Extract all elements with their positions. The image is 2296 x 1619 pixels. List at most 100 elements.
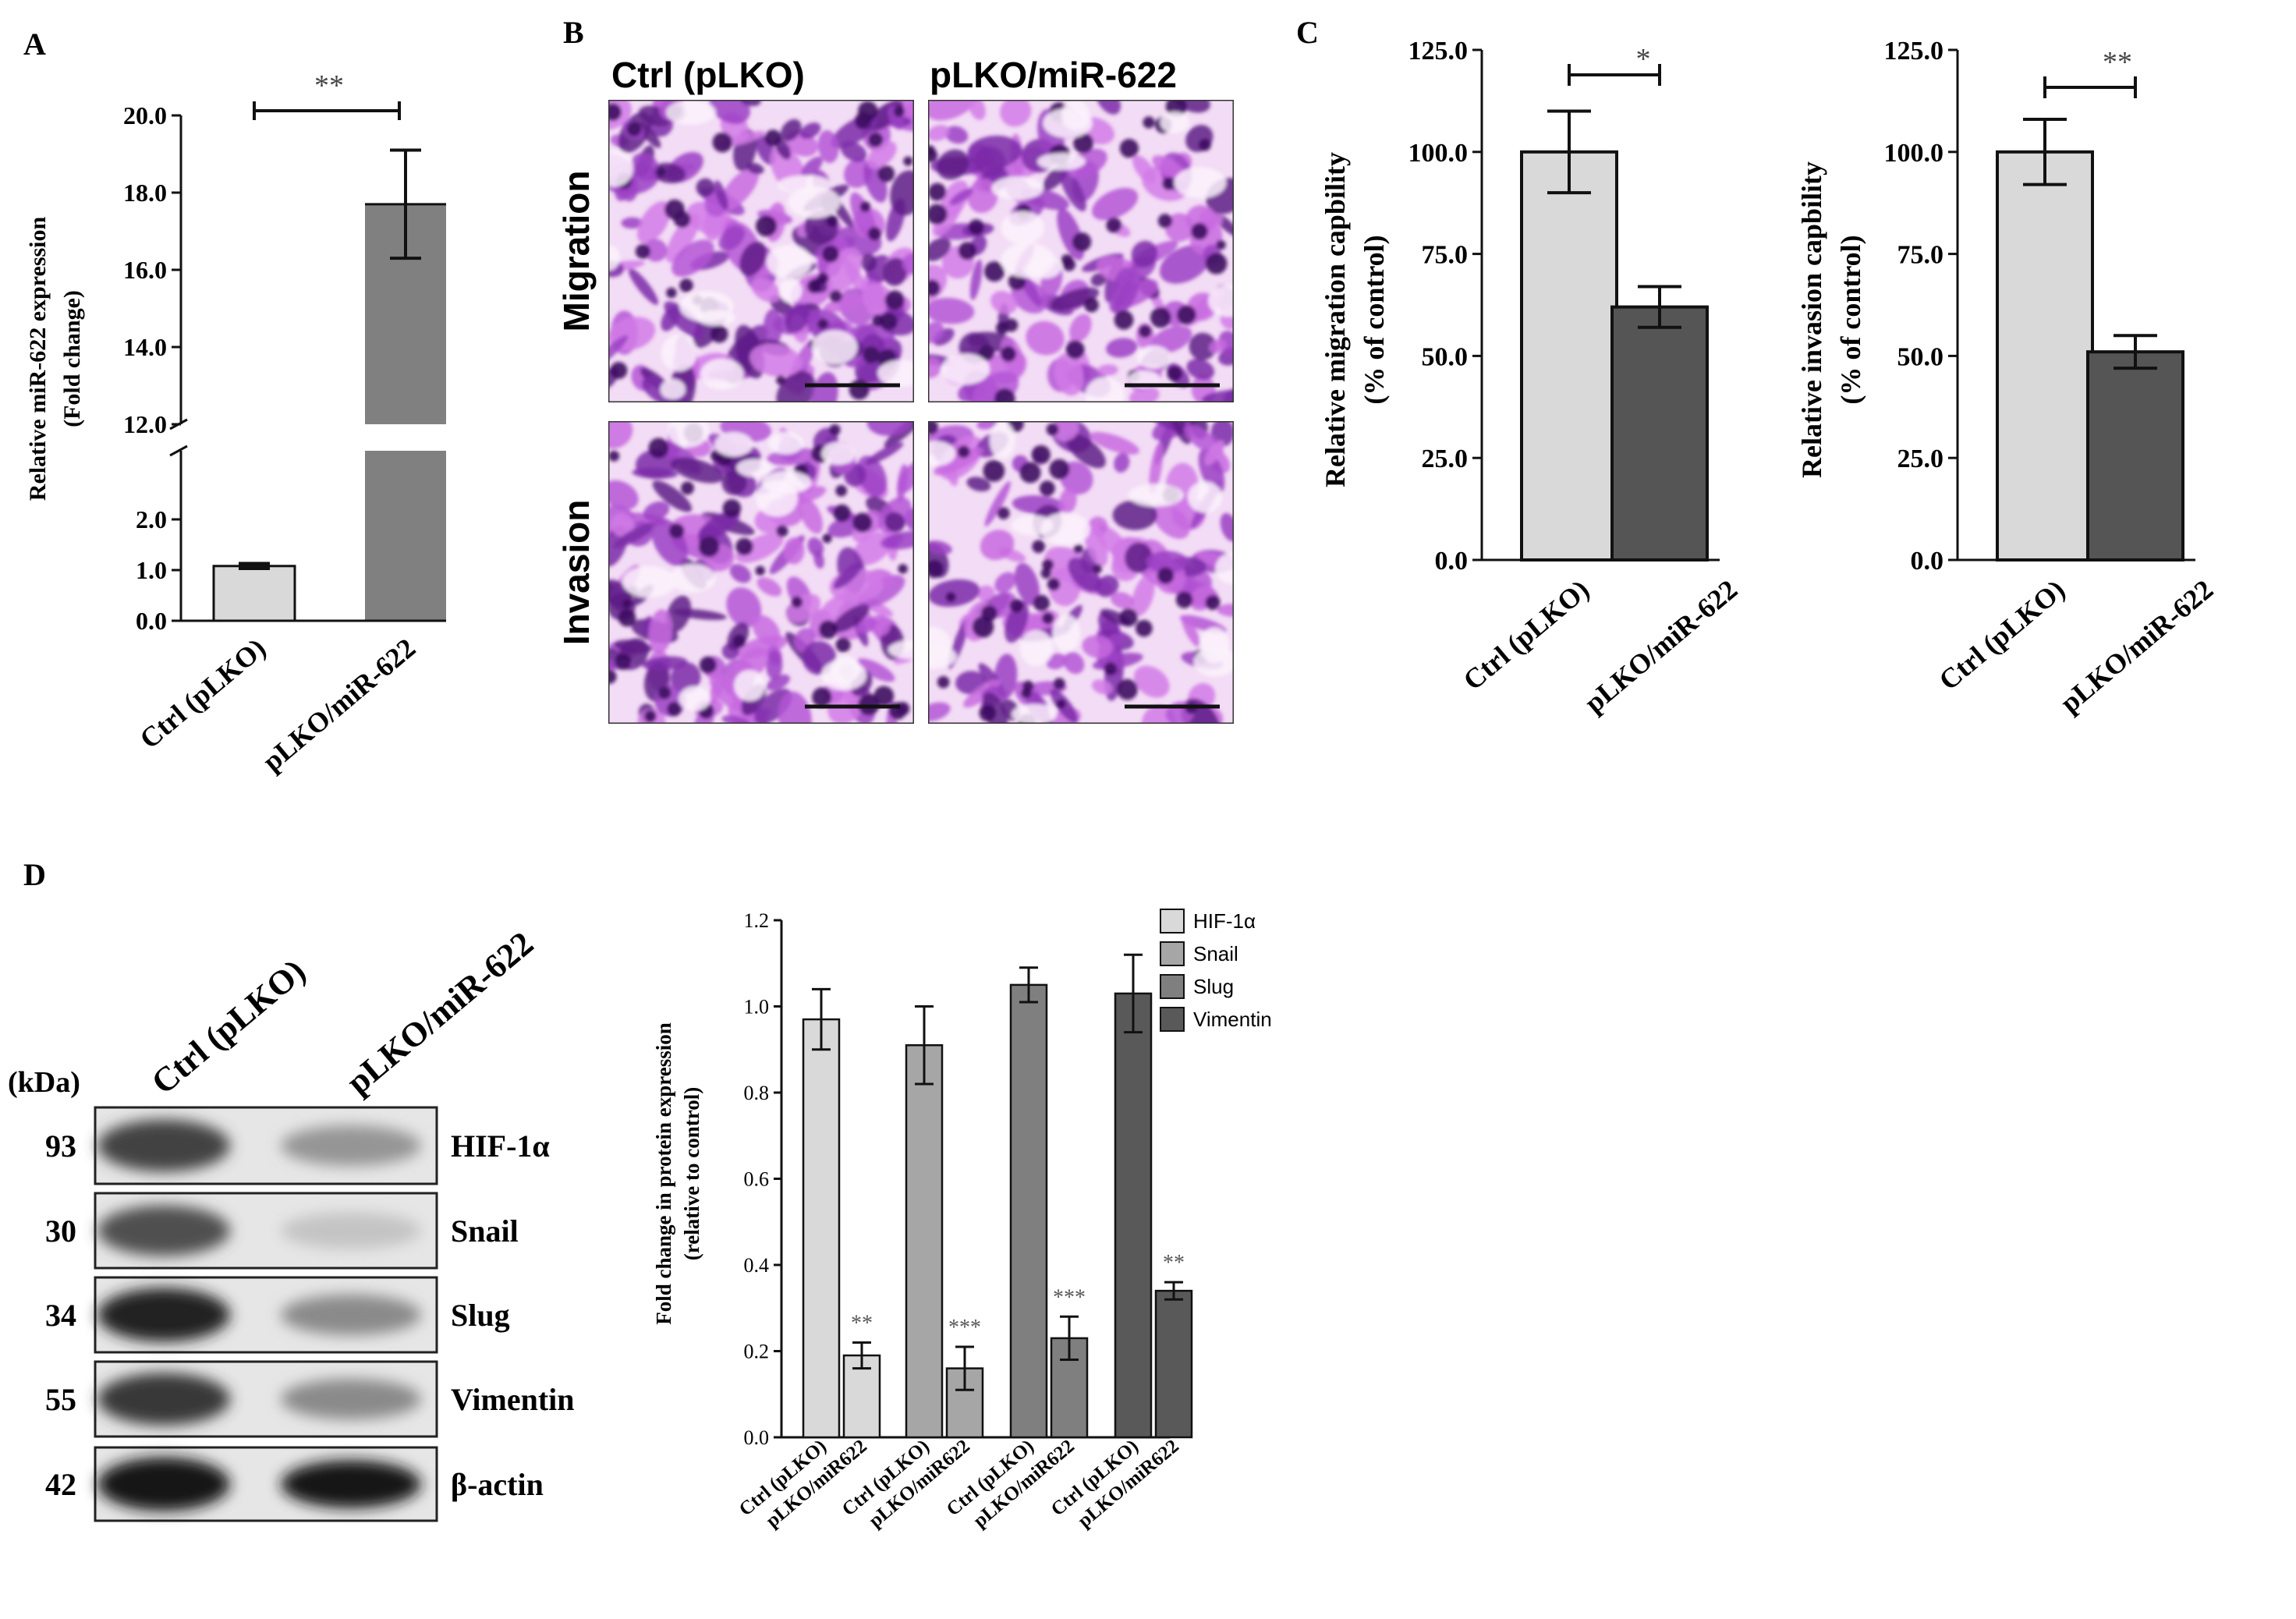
cell-nucleus: [1009, 598, 1024, 613]
stained-cell: [776, 370, 816, 402]
stained-cell: [1069, 314, 1092, 342]
panel-d-significance: **: [1163, 1251, 1185, 1275]
panel-d-ylabel-line1: Fold change in protein expression: [652, 1022, 675, 1325]
cell-nucleus: [806, 278, 822, 294]
clear-area: [877, 360, 914, 387]
panel-c-left-ylabel-line2: (% of control): [1359, 235, 1390, 404]
cell-nucleus: [1162, 176, 1176, 190]
stained-cell: [726, 587, 762, 628]
cell-nucleus: [776, 525, 788, 537]
micrograph-cells: [608, 100, 914, 402]
clear-area: [788, 186, 841, 218]
stained-cell: [673, 608, 727, 620]
cell-nucleus: [1199, 139, 1211, 151]
clear-area: [1085, 377, 1125, 402]
blot-band-group: [97, 1205, 421, 1256]
stained-cell: [671, 457, 724, 484]
cell-nucleus: [818, 620, 838, 639]
clear-area: [1187, 481, 1223, 513]
stained-cell: [1066, 434, 1106, 469]
cell-nucleus: [817, 272, 829, 285]
blot-band-name: Snail: [451, 1213, 519, 1249]
cell-nucleus: [667, 702, 682, 717]
cell-nucleus: [1135, 619, 1153, 637]
cell-nucleus: [835, 484, 848, 497]
clear-area: [928, 644, 957, 670]
legend-label: Slug: [1193, 975, 1234, 998]
stained-cell: [729, 564, 752, 583]
stained-cell: [994, 572, 1016, 593]
stained-cell: [928, 100, 978, 121]
stained-cell: [709, 672, 746, 710]
cell-nucleus: [1073, 133, 1094, 154]
stained-cell: [752, 615, 781, 647]
stained-cell: [799, 122, 821, 140]
panel-a-axis-break-bottom: [169, 445, 188, 457]
stained-cell: [902, 253, 914, 275]
panel-a-significance: **: [314, 69, 344, 102]
clear-area: [679, 686, 711, 711]
cell-nucleus: [812, 687, 832, 707]
panel-a-bar-lower: [365, 451, 446, 621]
stained-cell: [1152, 502, 1190, 539]
stained-cell: [967, 179, 998, 214]
blot-band-group: [97, 1373, 421, 1426]
blot-band-ctrl: [97, 1457, 230, 1511]
cell-nucleus: [635, 243, 650, 260]
stained-cell: [884, 512, 905, 533]
blot-band-mir: [281, 1294, 421, 1336]
panel-d-bar: [1009, 983, 1048, 1439]
stained-cell: [928, 125, 950, 141]
panel-c-right-xlabel-mir: pLKO/miR-622: [2054, 573, 2219, 718]
panel-a-ytick-label: 18.0: [123, 179, 167, 207]
stained-cell: [1015, 562, 1040, 606]
stained-cell: [766, 674, 790, 691]
cell-nucleus: [1143, 116, 1155, 129]
stained-cell: [880, 530, 914, 550]
cell-nucleus: [710, 325, 728, 343]
panel-a-xlabel-ctrl: Ctrl (pLKO): [134, 632, 272, 754]
clear-area: [1028, 255, 1062, 279]
cell-nucleus: [1033, 594, 1051, 611]
cell-nucleus: [679, 278, 693, 292]
stained-cell: [1097, 364, 1118, 376]
cell-nucleus: [1004, 318, 1019, 332]
cell-nucleus: [1031, 445, 1051, 465]
cell-nucleus: [884, 290, 905, 310]
blot-band-mir: [281, 1460, 421, 1508]
stained-cell: [1068, 557, 1101, 593]
stained-cell: [1129, 386, 1160, 402]
cell-nucleus: [1040, 568, 1052, 579]
panel-a-marks: [212, 101, 446, 622]
stained-cell: [637, 200, 671, 244]
blot-band-name: Vimentin: [451, 1382, 575, 1417]
panel-c-right-ytick-label: 75.0: [1897, 241, 1944, 270]
stained-cell: [1112, 500, 1157, 530]
cell-nucleus: [893, 105, 905, 118]
cell-nucleus: [983, 459, 1005, 482]
cell-nucleus: [880, 312, 898, 331]
clear-area: [608, 149, 634, 187]
stained-cell: [928, 540, 952, 554]
clear-area: [608, 244, 621, 271]
cell-nucleus: [858, 693, 880, 716]
legend-label: Vimentin: [1193, 1008, 1272, 1031]
cell-nucleus: [1138, 324, 1152, 338]
cell-nucleus: [1191, 222, 1208, 240]
stained-cell: [990, 291, 1018, 314]
stained-cell: [1171, 421, 1192, 445]
cell-nucleus: [1150, 306, 1171, 328]
clear-area: [941, 353, 990, 385]
blot-band-mir: [281, 1125, 421, 1167]
cell-nucleus: [1119, 608, 1138, 627]
panel-c-left-ylabel-line1: Relative migration capbility: [1320, 152, 1351, 487]
clear-area: [756, 480, 798, 517]
panel-c-left-marks: [1520, 64, 1709, 562]
panel-d-bar: [1154, 1289, 1193, 1439]
cell-nucleus: [1216, 239, 1226, 250]
clear-area: [1036, 153, 1086, 171]
cell-nucleus: [1046, 423, 1059, 436]
stained-cell: [832, 604, 870, 632]
stained-cell: [928, 579, 980, 608]
